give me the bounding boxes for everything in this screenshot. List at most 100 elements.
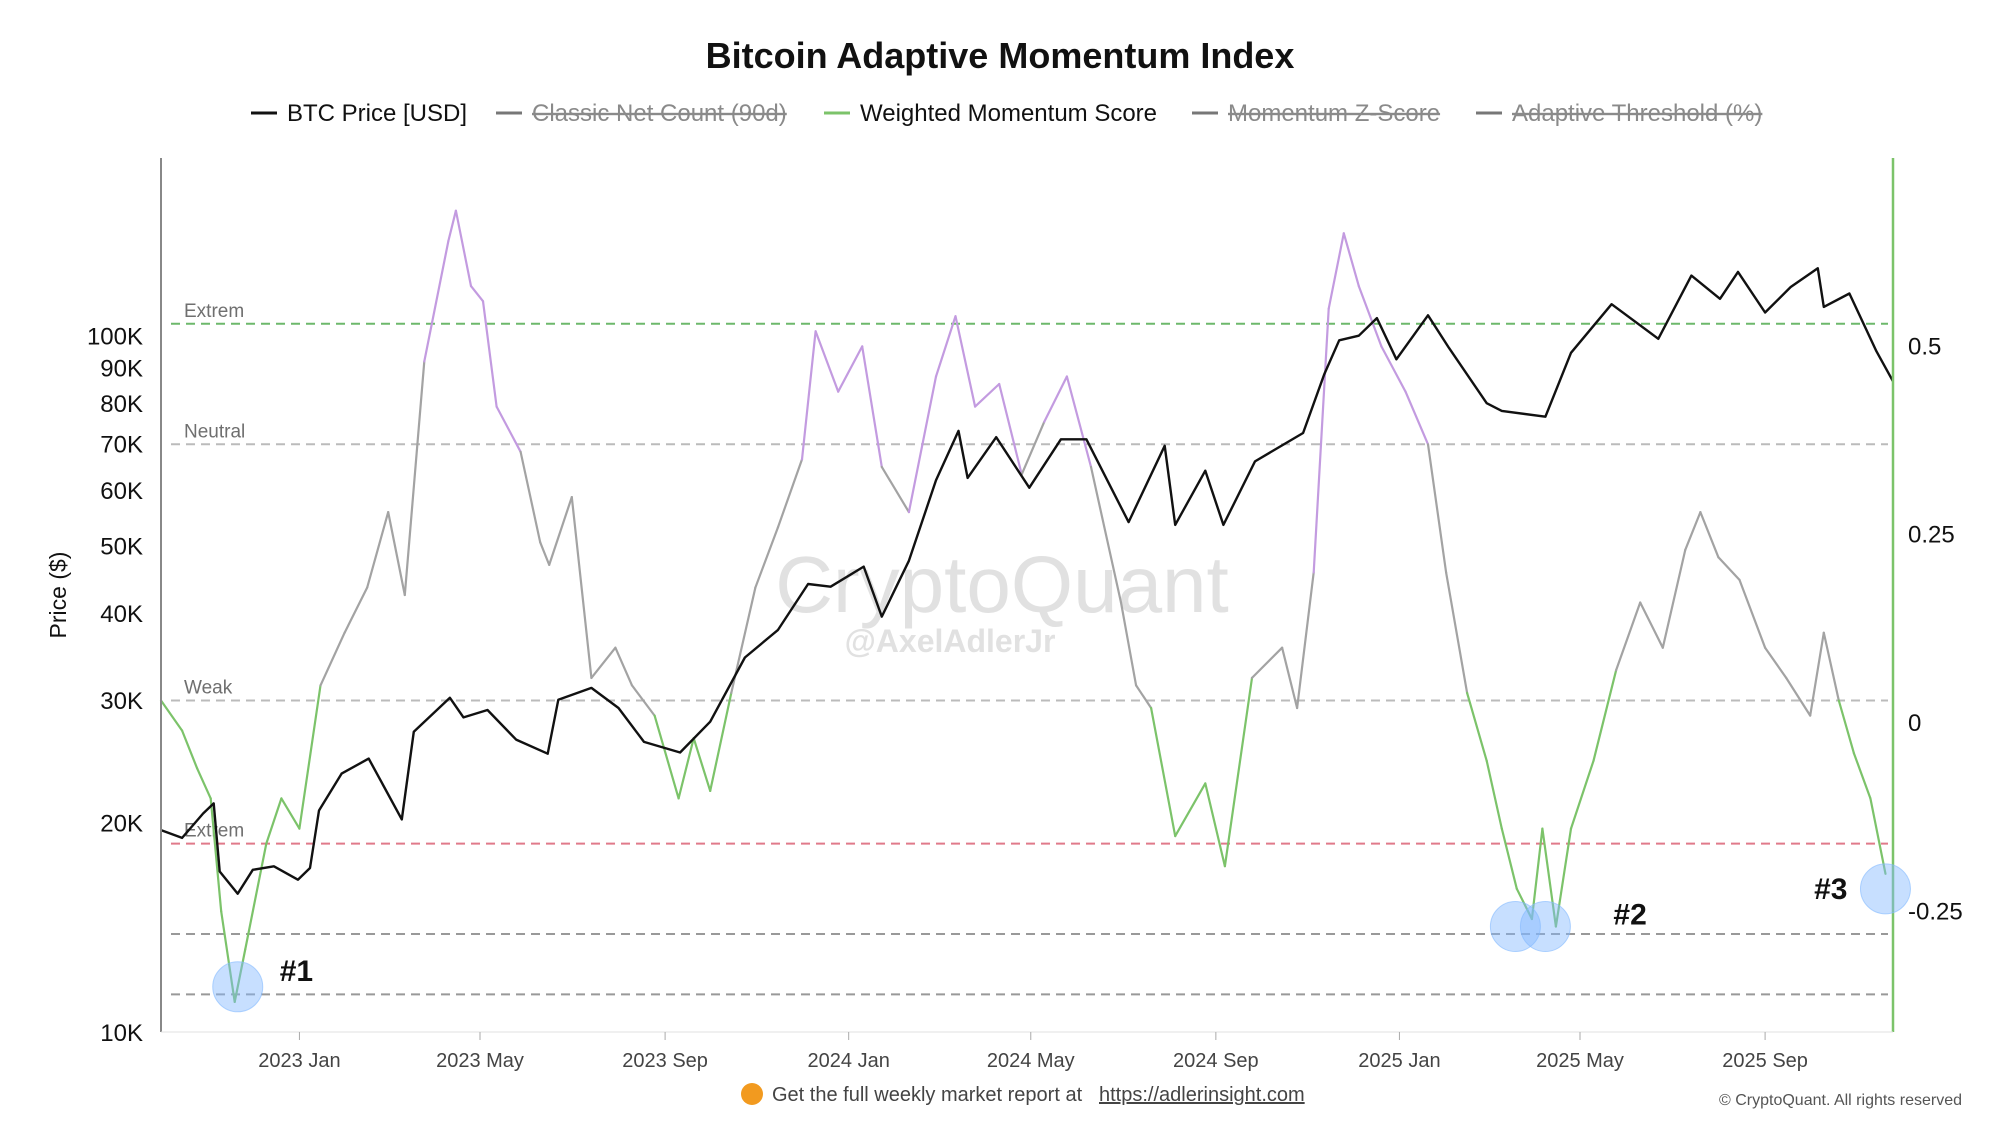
momentum-line-segment bbox=[1837, 699, 1856, 755]
momentum-line-segment bbox=[196, 767, 212, 800]
momentum-line-segment bbox=[570, 496, 593, 680]
momentum-line-segment bbox=[159, 699, 184, 732]
momentum-line-segment bbox=[1500, 827, 1518, 890]
y-tick-label: 70K bbox=[100, 432, 143, 459]
momentum-line-segment bbox=[280, 797, 301, 830]
momentum-line-segment bbox=[1174, 782, 1207, 838]
momentum-line-segment bbox=[298, 684, 322, 830]
momentum-line-segment bbox=[1639, 601, 1664, 649]
momentum-line-segment bbox=[1614, 601, 1642, 672]
momentum-line-segment bbox=[653, 714, 680, 800]
y-tick-label: 90K bbox=[100, 356, 143, 383]
momentum-line-segment bbox=[1869, 797, 1887, 875]
legend-label: BTC Price [USD] bbox=[287, 100, 467, 127]
momentum-line-segment bbox=[1763, 646, 1788, 680]
momentum-line-segment bbox=[403, 360, 426, 597]
momentum-line-segment bbox=[1134, 684, 1153, 710]
momentum-line-segment bbox=[1554, 827, 1573, 928]
momentum-line-segment bbox=[837, 345, 864, 393]
legend-item[interactable]: Momentum Z-Score bbox=[1192, 100, 1440, 127]
y-tick-label: 100K bbox=[87, 324, 143, 351]
momentum-line-segment bbox=[1699, 510, 1720, 559]
momentum-line-segment bbox=[519, 450, 542, 544]
momentum-line-segment bbox=[1065, 375, 1093, 468]
momentum-line-segment bbox=[1119, 601, 1138, 687]
orange-circle-icon bbox=[741, 1083, 763, 1105]
y-tick-label: 60K bbox=[100, 478, 143, 505]
footer-text: Get the full weekly market report at bbox=[772, 1084, 1083, 1106]
footer: Get the full weekly market report at htt… bbox=[741, 1083, 1962, 1109]
copyright: © CryptoQuant. All rights reserved bbox=[1719, 1092, 1962, 1109]
momentum-line-segment bbox=[539, 541, 551, 567]
axes: 10K 20K 30K 40K 50K 60K 70K 80K 90K 100K -0.25 0 0.2… bbox=[87, 158, 1963, 1072]
footer-link[interactable]: https://adlerinsight.com bbox=[1099, 1084, 1305, 1106]
momentum-line-segment bbox=[1149, 706, 1177, 838]
momentum-line-segment bbox=[387, 510, 406, 597]
momentum-line-segment bbox=[469, 285, 485, 303]
momentum-line-segment bbox=[265, 797, 283, 845]
momentum-line-segment bbox=[447, 209, 457, 242]
momentum-line-segment bbox=[814, 330, 840, 393]
momentum-line-segment bbox=[1738, 578, 1767, 649]
momentum-line-segment bbox=[614, 646, 634, 687]
momentum-line-segment bbox=[1852, 752, 1872, 800]
momentum-line-segment bbox=[1295, 571, 1315, 710]
x-tick-label: 2023 Jan bbox=[258, 1050, 340, 1072]
watermark-brand: CryptoQuant bbox=[775, 540, 1229, 629]
x-tick-label: 2024 May bbox=[987, 1050, 1075, 1072]
signal-label: #2 bbox=[1613, 899, 1646, 932]
watermark-handle: @AxelAdlerJr bbox=[845, 623, 1056, 659]
momentum-line-segment bbox=[548, 496, 573, 567]
momentum-line-segment bbox=[692, 737, 712, 793]
momentum-line-segment bbox=[907, 375, 938, 514]
reference-label: Extrem bbox=[184, 301, 244, 322]
legend-item[interactable]: Adaptive Threshold (%) bbox=[1476, 100, 1762, 127]
momentum-line-segment bbox=[776, 458, 804, 529]
legend-item[interactable]: BTC Price [USD] bbox=[251, 100, 467, 127]
legend-item[interactable]: Weighted Momentum Score bbox=[824, 100, 1157, 127]
momentum-line-segment bbox=[1569, 759, 1595, 830]
y-tick-label: 30K bbox=[100, 688, 143, 715]
signal-marker bbox=[212, 961, 264, 1013]
momentum-line-segment bbox=[1327, 232, 1345, 310]
momentum-line-segment bbox=[423, 239, 450, 363]
y2-tick-label: -0.25 bbox=[1908, 898, 1963, 925]
momentum-line-segment bbox=[1342, 232, 1360, 288]
momentum-line-segment bbox=[1312, 307, 1330, 574]
momentum-line-segment bbox=[1280, 646, 1299, 710]
momentum-line-segment bbox=[319, 631, 346, 687]
y2-tick-label: 0.5 bbox=[1908, 333, 1941, 360]
x-tick-label: 2024 Sep bbox=[1173, 1050, 1259, 1072]
y-tick-label: 80K bbox=[100, 391, 143, 418]
momentum-line-segment bbox=[1250, 646, 1284, 680]
legend-item[interactable]: Classic Net Count (90d) bbox=[496, 100, 787, 127]
x-tick-label: 2025 Sep bbox=[1722, 1050, 1808, 1072]
momentum-line-segment bbox=[209, 797, 223, 913]
momentum-line-segment bbox=[709, 691, 733, 793]
momentum-line-segment bbox=[233, 947, 247, 1004]
momentum-line-segment bbox=[220, 910, 236, 1004]
reference-label: Neutral bbox=[184, 421, 245, 442]
momentum-line-segment bbox=[181, 729, 199, 770]
y-tick-label: 10K bbox=[100, 1020, 143, 1047]
signal-label: #3 bbox=[1814, 873, 1847, 906]
momentum-line-segment bbox=[481, 300, 498, 408]
watermark: CryptoQuant @AxelAdlerJr bbox=[775, 540, 1229, 659]
momentum-line-segment bbox=[1592, 669, 1618, 762]
momentum-line-segment bbox=[590, 646, 617, 680]
momentum-line-segment bbox=[343, 586, 369, 634]
x-tick-label: 2023 Sep bbox=[622, 1050, 708, 1072]
momentum-line-segment bbox=[998, 382, 1023, 476]
momentum-line-segment bbox=[495, 405, 522, 453]
momentum-line-segment bbox=[1717, 556, 1741, 582]
momentum-line-segment bbox=[1785, 676, 1812, 717]
chart-title: Bitcoin Adaptive Momentum Index bbox=[706, 35, 1295, 76]
momentum-line-segment bbox=[1020, 420, 1046, 476]
reference-lines: ExtremNeutralWeakExtrem bbox=[171, 301, 1888, 996]
x-tick-label: 2023 May bbox=[436, 1050, 524, 1072]
y-tick-label: 50K bbox=[100, 533, 143, 560]
x-tick-label: 2025 May bbox=[1536, 1050, 1624, 1072]
momentum-line-segment bbox=[677, 737, 695, 800]
momentum-line-segment bbox=[800, 330, 817, 461]
